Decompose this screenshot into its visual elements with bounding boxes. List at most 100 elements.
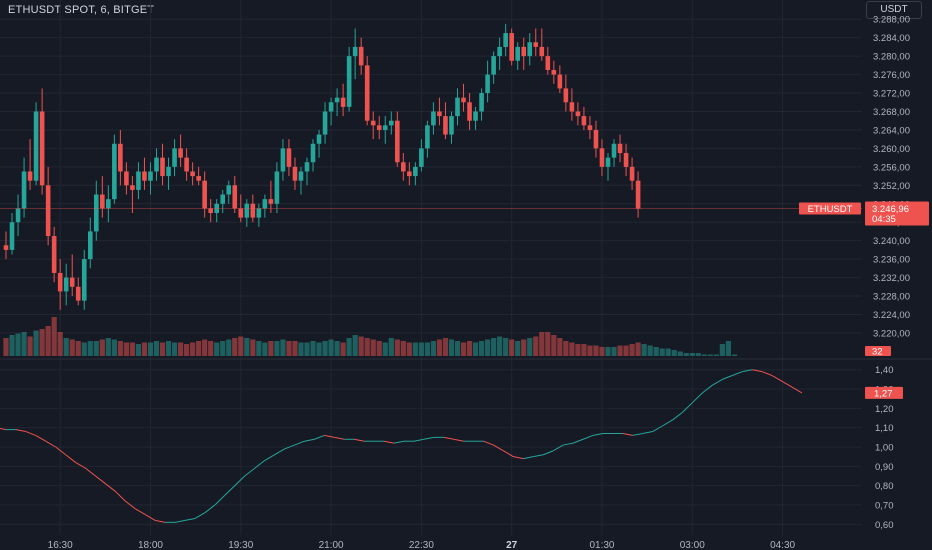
oscillator-segment xyxy=(125,500,136,510)
volume-bar xyxy=(521,339,527,356)
oscillator-segment xyxy=(115,491,126,502)
candle-body xyxy=(166,166,171,177)
volume-bar xyxy=(171,342,178,356)
volume-bar xyxy=(406,342,412,356)
candle-body xyxy=(124,171,129,186)
oscillator-segment xyxy=(284,444,295,450)
volume-bar xyxy=(376,341,382,356)
oscillator-segment xyxy=(105,483,116,492)
oscillator-segment xyxy=(563,442,574,446)
volume-bar xyxy=(466,341,473,356)
oscillator-segment xyxy=(752,369,763,373)
candle-body xyxy=(220,194,226,204)
oscillator-segment xyxy=(712,378,723,386)
candle-body xyxy=(376,125,382,130)
price-axis[interactable]: 3.288,00 3.284,00 3.280,00 3.276,00 3.272,00… xyxy=(873,15,910,340)
volume-bar xyxy=(515,341,521,356)
candle-body xyxy=(407,171,412,177)
volume-bars xyxy=(3,317,738,356)
volume-bar xyxy=(63,338,69,356)
price-tick-label: 3.260,00 xyxy=(873,144,910,155)
candle-body xyxy=(539,46,545,57)
volume-bar xyxy=(274,341,280,356)
oscillator-segment xyxy=(652,425,663,432)
candle-body xyxy=(280,148,286,172)
volume-bar xyxy=(557,338,563,356)
candle-body xyxy=(340,97,346,107)
candle-body xyxy=(94,194,99,232)
candle-body xyxy=(148,171,153,181)
candle-body xyxy=(256,208,262,218)
volume-bar xyxy=(653,347,659,356)
candle-body xyxy=(106,199,111,209)
oscillator-segment xyxy=(25,431,36,436)
time-axis[interactable]: 16:30 18:00 19:30 21:00 22:30 27 01:30 03:00 04:… xyxy=(48,540,796,550)
volume-bar xyxy=(9,335,15,356)
volume-bar xyxy=(208,341,214,356)
symbol-title: ETHUSDT SPOT, 6, BITGET xyxy=(8,4,155,16)
volume-bar xyxy=(497,336,503,356)
volume-bar xyxy=(334,341,340,356)
volume-bar xyxy=(39,329,45,356)
volume-bar xyxy=(15,333,21,356)
oscillator-segment xyxy=(443,436,454,440)
volume-bar xyxy=(256,341,262,356)
candle-body xyxy=(178,148,183,158)
volume-bar xyxy=(430,341,437,356)
volume-bar xyxy=(292,341,298,356)
candle-body xyxy=(57,272,63,292)
currency-button[interactable]: USDT xyxy=(866,1,922,19)
candle-body xyxy=(304,162,310,172)
oscillator-segment xyxy=(393,440,405,444)
oscillator-segment xyxy=(45,440,56,448)
candle-body xyxy=(587,125,593,130)
candle-body xyxy=(370,120,376,126)
volume-bar xyxy=(725,341,731,356)
volume-bar xyxy=(159,342,166,356)
candle-body xyxy=(51,236,57,273)
last-price-text: 3.246,96 xyxy=(872,204,909,215)
oscillator-segment xyxy=(175,519,186,523)
volume-bar xyxy=(316,342,322,356)
candle-body xyxy=(244,203,250,218)
price-tick-label: 3.268,00 xyxy=(873,107,910,118)
price-tick-label: 3.232,00 xyxy=(873,273,910,284)
volume-bar xyxy=(665,348,671,356)
candle-body xyxy=(503,33,508,47)
volume-bar xyxy=(238,336,244,356)
candle-body xyxy=(208,208,213,213)
oscillator-segment xyxy=(15,429,26,433)
volume-bar xyxy=(707,354,713,356)
candle-body xyxy=(635,180,641,209)
oscillator-segment xyxy=(75,462,86,469)
volume-bar xyxy=(45,326,51,356)
volume-bar xyxy=(436,339,443,356)
volume-bar xyxy=(352,335,358,356)
volume-bar xyxy=(153,341,160,356)
oscillator-segment xyxy=(632,432,643,436)
oscillator-segment xyxy=(314,434,325,440)
volume-bar xyxy=(322,341,328,356)
volume-bar xyxy=(617,345,623,356)
candle-body xyxy=(382,125,388,130)
oscillator-tick-label: 0,70 xyxy=(875,500,894,511)
oscillator-segment xyxy=(214,494,226,506)
volume-bar xyxy=(286,341,292,356)
candle-body xyxy=(250,203,256,218)
candle-body xyxy=(352,46,358,57)
candle-body xyxy=(443,116,448,135)
volume-bar xyxy=(27,336,33,356)
volume-bar xyxy=(454,341,461,356)
oscillator-tick-label: 1,20 xyxy=(875,404,894,415)
candle-body xyxy=(431,111,436,126)
volume-bar xyxy=(340,342,346,356)
price-tick-label: 3.220,00 xyxy=(873,328,910,339)
volume-bar xyxy=(563,341,569,356)
volume-bar xyxy=(33,330,39,356)
oscillator-segment xyxy=(95,475,106,485)
price-tick-label: 3.252,00 xyxy=(873,181,910,192)
candle-body xyxy=(569,102,575,112)
candle-body xyxy=(316,134,322,144)
